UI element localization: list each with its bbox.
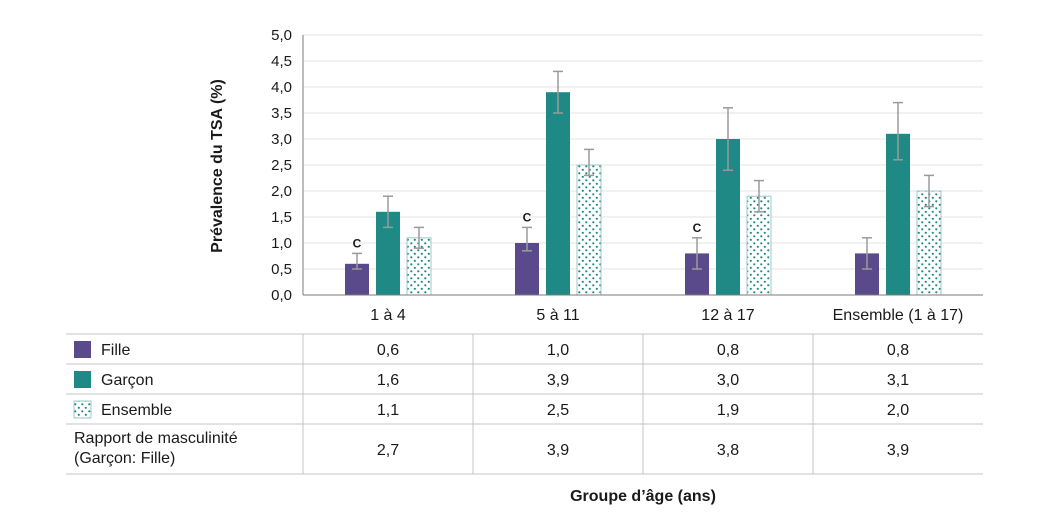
y-tick-label: 4,5: [271, 53, 292, 70]
table-cell-value: 2,5: [547, 402, 569, 419]
x-axis-title: Groupe d’âge (ans): [570, 488, 716, 505]
bars-layer: C C C: [345, 70, 942, 296]
y-tick-label: 5,0: [271, 27, 292, 44]
y-tick-label: 0,5: [271, 261, 292, 278]
y-tick-label: 2,0: [271, 183, 292, 200]
legend-swatch-ensemble: [73, 400, 92, 419]
quality-flag-label: C: [693, 221, 702, 235]
y-tick-label: 3,0: [271, 131, 292, 148]
y-tick-label: 1,0: [271, 235, 292, 252]
legend-swatch-garçon: [74, 371, 91, 388]
table-cell-value: 0,8: [717, 342, 739, 359]
quality-flag-label: C: [353, 236, 362, 250]
ratio-row-label: (Garçon: Fille): [74, 450, 175, 467]
legend-label-garçon: Garçon: [101, 372, 153, 389]
ratio-cell-value: 3,9: [887, 442, 909, 459]
axes-layer: 0,0 0,5 1,0 1,5 2,0 2,5 3,0 3,5 4,0 4,5 5,0 1 à 4 5 …: [271, 27, 983, 324]
legend-label-fille: Fille: [101, 342, 130, 359]
bar-fille-2: [515, 243, 539, 295]
data-table: Fille 0,6 1,0 0,8 0,8 Garçon 1,6 3,9 3,0 3,1 Ensem…: [66, 333, 983, 475]
bar-garçon-4: [886, 133, 910, 295]
y-tick-label: 2,5: [271, 157, 292, 174]
y-tick-label: 3,5: [271, 105, 292, 122]
table-cell-value: 1,9: [717, 402, 739, 419]
table-cell-value: 3,1: [887, 372, 909, 389]
table-cell-value: 3,9: [547, 372, 569, 389]
table-cell-value: 0,6: [377, 342, 399, 359]
legend-swatch-fille: [74, 341, 91, 358]
ratio-cell-value: 3,8: [717, 442, 739, 459]
table-cell-value: 1,0: [547, 342, 569, 359]
x-category-label: 5 à 11: [536, 307, 579, 324]
ratio-cell-value: 2,7: [377, 442, 399, 459]
y-axis-title: Prévalence du TSA (%): [209, 79, 226, 253]
y-tick-label: 4,0: [271, 79, 292, 96]
x-category-label: 12 à 17: [701, 307, 754, 324]
table-cell-value: 2,0: [887, 402, 909, 419]
ratio-row-label: Rapport de masculinité: [74, 430, 238, 447]
ratio-cell-value: 3,9: [547, 442, 569, 459]
x-category-label: Ensemble (1 à 17): [833, 307, 964, 324]
bar-ensemble-2: [576, 164, 602, 296]
bar-garçon-2: [546, 92, 570, 295]
table-cell-value: 3,0: [717, 372, 739, 389]
x-category-label: 1 à 4: [370, 307, 406, 324]
legend-label-ensemble: Ensemble: [101, 402, 172, 419]
y-tick-label: 1,5: [271, 209, 292, 226]
y-tick-label: 0,0: [271, 287, 292, 304]
table-cell-value: 1,1: [377, 402, 399, 419]
grid-layer: [303, 34, 983, 270]
table-cell-value: 1,6: [377, 372, 399, 389]
quality-flag-label: C: [523, 210, 532, 224]
table-cell-value: 0,8: [887, 342, 909, 359]
